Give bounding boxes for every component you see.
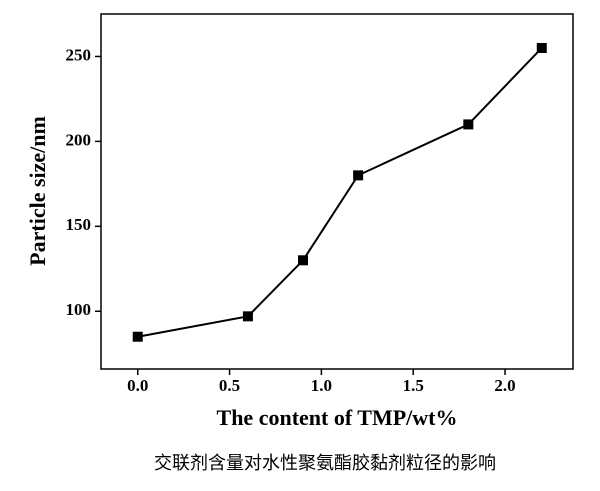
y-tick-label: 200 (66, 130, 92, 149)
y-tick-label: 100 (66, 300, 92, 319)
y-axis-title: Particle size/nm (25, 116, 50, 266)
x-axis-title: The content of TMP/wt% (217, 405, 458, 430)
data-point (132, 331, 143, 342)
y-tick-label: 150 (66, 215, 92, 234)
y-tick-label: 250 (66, 45, 92, 64)
plot-frame (100, 13, 574, 370)
x-tick-label: 0.0 (127, 376, 148, 395)
x-tick-label: 2.0 (494, 376, 515, 395)
data-line (137, 47, 543, 338)
data-point (242, 311, 253, 322)
data-point (463, 119, 474, 130)
x-tick-label: 0.5 (219, 376, 240, 395)
x-tick-label: 1.0 (311, 376, 332, 395)
data-point (298, 255, 309, 266)
caption: 交联剂含量对水性聚氨酯胶黏剂粒径的影响 (154, 453, 496, 473)
data-point (353, 170, 364, 181)
x-tick-label: 1.5 (403, 376, 424, 395)
data-point (536, 42, 547, 53)
